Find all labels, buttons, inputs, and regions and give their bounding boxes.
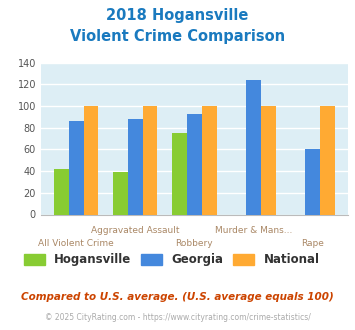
Legend: Hogansville, Georgia, National: Hogansville, Georgia, National [24,253,320,266]
Bar [84,106,98,214]
Text: Rape: Rape [301,239,324,248]
Text: Violent Crime Comparison: Violent Crime Comparison [70,29,285,44]
Bar [202,106,217,214]
Bar [113,172,128,215]
Bar [172,133,187,214]
Bar [261,106,275,214]
Text: Compared to U.S. average. (U.S. average equals 100): Compared to U.S. average. (U.S. average … [21,292,334,302]
Bar [128,119,143,214]
Text: Aggravated Assault: Aggravated Assault [91,226,180,235]
Bar [246,80,261,214]
Bar [187,114,202,214]
Text: 2018 Hogansville: 2018 Hogansville [106,8,249,23]
Text: © 2025 CityRating.com - https://www.cityrating.com/crime-statistics/: © 2025 CityRating.com - https://www.city… [45,313,310,322]
Bar [305,149,320,214]
Text: All Violent Crime: All Violent Crime [38,239,114,248]
Bar [320,106,335,214]
Text: Robbery: Robbery [176,239,213,248]
Bar [143,106,158,214]
Bar [54,169,69,214]
Bar [69,121,84,214]
Text: Murder & Mans...: Murder & Mans... [215,226,292,235]
